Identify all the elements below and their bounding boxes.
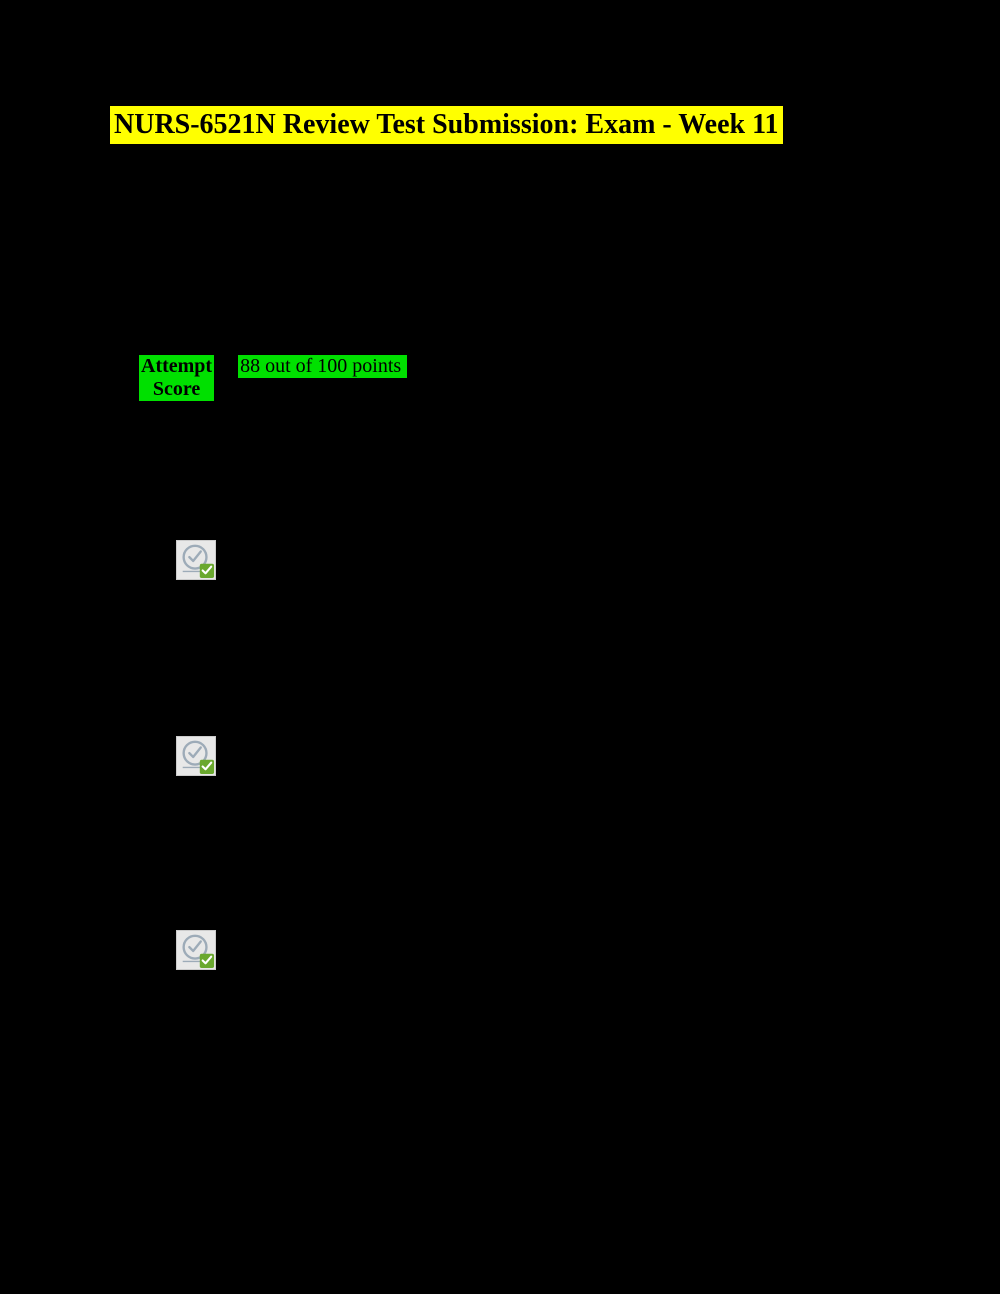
attempt-score-label-line1: Attempt <box>141 355 212 378</box>
attempt-score-row: Attempt Score 88 out of 100 points <box>139 355 407 401</box>
question-correct-icon <box>176 930 216 970</box>
page-title: NURS-6521N Review Test Submission: Exam … <box>110 106 783 144</box>
question-correct-icon <box>176 736 216 776</box>
attempt-score-value: 88 out of 100 points <box>238 355 407 378</box>
question-correct-icon <box>176 540 216 580</box>
attempt-score-label: Attempt Score <box>139 355 214 401</box>
attempt-score-label-line2: Score <box>141 378 212 401</box>
